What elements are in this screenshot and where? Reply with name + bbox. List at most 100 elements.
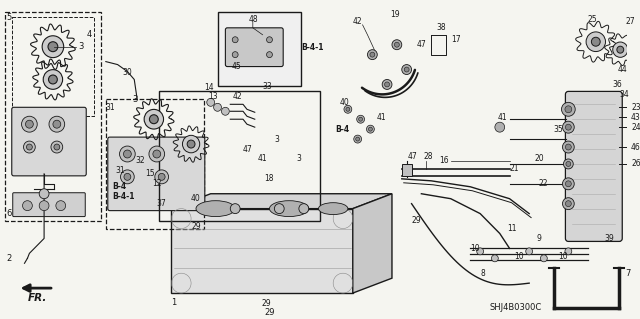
Circle shape (565, 144, 572, 150)
Circle shape (39, 201, 49, 211)
Text: 27: 27 (625, 17, 635, 26)
Circle shape (266, 52, 273, 58)
Bar (218, 12, 301, 86)
Polygon shape (353, 194, 392, 293)
Text: 11: 11 (508, 224, 517, 233)
Circle shape (275, 204, 284, 214)
Text: SHJ4B0300C: SHJ4B0300C (490, 303, 542, 313)
Circle shape (565, 181, 572, 187)
Circle shape (22, 116, 37, 132)
Circle shape (394, 42, 399, 47)
Text: 3: 3 (296, 154, 301, 163)
FancyBboxPatch shape (225, 28, 283, 67)
Text: 20: 20 (534, 154, 544, 163)
Circle shape (48, 42, 58, 52)
Ellipse shape (269, 201, 308, 217)
Circle shape (540, 255, 547, 262)
Text: 10: 10 (515, 252, 524, 261)
Circle shape (124, 173, 131, 180)
Circle shape (266, 37, 273, 43)
Circle shape (56, 201, 66, 211)
Text: 7: 7 (625, 269, 630, 278)
Text: 47: 47 (408, 152, 417, 161)
Text: 37: 37 (157, 199, 166, 208)
Text: 26: 26 (631, 160, 640, 168)
Text: 30: 30 (122, 68, 132, 77)
Text: 29: 29 (191, 222, 201, 231)
Circle shape (232, 52, 238, 58)
Text: 42: 42 (232, 92, 242, 101)
Text: 42: 42 (353, 17, 362, 26)
Text: 25: 25 (588, 15, 598, 24)
Circle shape (566, 161, 571, 167)
Circle shape (120, 170, 134, 184)
Bar (402, 164, 412, 176)
Text: 36: 36 (612, 80, 622, 89)
Circle shape (182, 135, 200, 153)
Polygon shape (172, 209, 353, 293)
Circle shape (586, 32, 605, 52)
Text: 19: 19 (390, 11, 399, 19)
Text: 6: 6 (7, 209, 12, 218)
Circle shape (155, 170, 168, 184)
Circle shape (54, 144, 60, 150)
Text: 24: 24 (631, 123, 640, 132)
Text: 47: 47 (417, 40, 426, 49)
Circle shape (563, 178, 574, 190)
Text: B-4: B-4 (113, 182, 127, 191)
Text: 48: 48 (249, 15, 259, 24)
Text: FR.: FR. (28, 293, 47, 303)
Ellipse shape (319, 203, 348, 215)
Text: 17: 17 (451, 35, 460, 44)
Circle shape (124, 150, 131, 158)
Text: 9: 9 (537, 234, 542, 243)
Circle shape (39, 189, 49, 199)
FancyBboxPatch shape (12, 107, 86, 176)
Text: 43: 43 (631, 113, 640, 122)
Text: 1: 1 (172, 298, 177, 307)
Circle shape (495, 122, 505, 132)
Text: 12: 12 (152, 179, 161, 188)
Circle shape (26, 144, 33, 150)
Text: 3: 3 (132, 95, 138, 104)
Text: 3: 3 (78, 42, 84, 51)
Circle shape (158, 173, 165, 180)
Circle shape (299, 204, 308, 214)
Circle shape (22, 201, 33, 211)
Text: 28: 28 (423, 152, 433, 161)
Text: 41: 41 (376, 113, 386, 122)
Text: 45: 45 (231, 62, 241, 71)
Circle shape (214, 103, 221, 111)
Circle shape (221, 107, 229, 115)
Circle shape (367, 125, 374, 133)
Circle shape (385, 82, 390, 87)
Text: 5: 5 (7, 13, 12, 22)
Ellipse shape (196, 201, 235, 217)
Circle shape (591, 37, 600, 46)
Circle shape (402, 64, 412, 75)
Text: 29: 29 (262, 299, 271, 308)
Text: 10: 10 (559, 252, 568, 261)
Text: B-4-1: B-4-1 (301, 43, 323, 52)
Text: 31: 31 (116, 167, 125, 175)
Bar (106, 99, 204, 228)
Circle shape (53, 120, 61, 128)
Text: 29: 29 (264, 308, 275, 317)
Text: 18: 18 (264, 174, 274, 183)
Circle shape (153, 150, 161, 158)
Circle shape (565, 106, 572, 113)
Text: 4: 4 (86, 30, 92, 39)
Circle shape (565, 248, 572, 255)
Text: 16: 16 (439, 156, 449, 166)
Polygon shape (172, 194, 392, 209)
Text: 29: 29 (412, 216, 421, 225)
Circle shape (346, 107, 350, 111)
Circle shape (565, 201, 572, 207)
Text: 23: 23 (631, 103, 640, 112)
Circle shape (370, 52, 375, 57)
Text: 14: 14 (204, 83, 214, 92)
Text: 39: 39 (605, 234, 614, 243)
Circle shape (230, 204, 240, 214)
Text: 15: 15 (145, 169, 155, 178)
FancyBboxPatch shape (13, 193, 85, 217)
